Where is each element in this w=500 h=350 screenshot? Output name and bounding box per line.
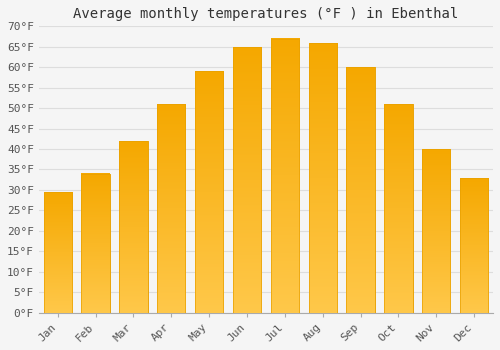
Title: Average monthly temperatures (°F ) in Ebenthal: Average monthly temperatures (°F ) in Eb…: [74, 7, 458, 21]
Bar: [195, 71, 224, 313]
Bar: [460, 178, 488, 313]
Bar: [82, 174, 110, 313]
Bar: [346, 67, 375, 313]
Bar: [157, 104, 186, 313]
Bar: [119, 141, 148, 313]
Bar: [422, 149, 450, 313]
Bar: [82, 174, 110, 313]
Bar: [422, 149, 450, 313]
Bar: [195, 71, 224, 313]
Bar: [308, 43, 337, 313]
Bar: [233, 47, 261, 313]
Bar: [384, 104, 412, 313]
Bar: [119, 141, 148, 313]
Bar: [157, 104, 186, 313]
Bar: [460, 178, 488, 313]
Bar: [44, 192, 72, 313]
Bar: [346, 67, 375, 313]
Bar: [233, 47, 261, 313]
Bar: [270, 38, 299, 313]
Bar: [384, 104, 412, 313]
Bar: [308, 43, 337, 313]
Bar: [44, 192, 72, 313]
Bar: [270, 38, 299, 313]
